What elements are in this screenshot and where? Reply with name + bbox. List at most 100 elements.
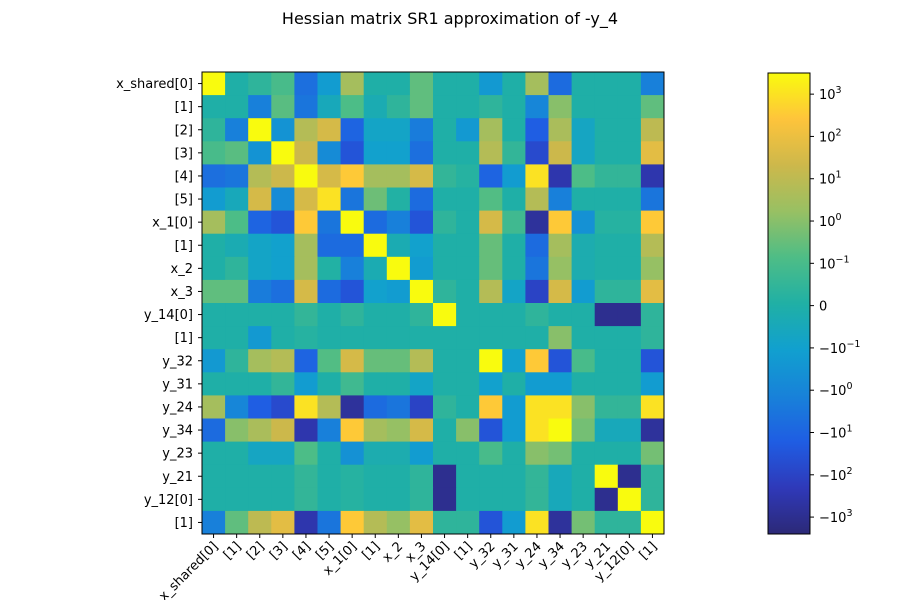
heatmap-cell <box>640 303 665 327</box>
heatmap-cell <box>340 95 365 119</box>
row-label: y_14[0] <box>144 308 193 323</box>
heatmap-cell <box>548 395 572 419</box>
heatmap-cell <box>525 510 549 535</box>
heatmap-cell <box>271 510 295 535</box>
heatmap-cell <box>502 487 526 512</box>
heatmap-cell <box>386 464 411 489</box>
heatmap-cell <box>548 233 572 258</box>
heatmap-cell <box>271 118 295 142</box>
heatmap-cell <box>225 164 249 188</box>
heatmap-cell <box>386 72 411 96</box>
heatmap-cell <box>548 464 572 489</box>
heatmap-cell <box>248 210 272 235</box>
colorbar-tick-label: 10−1 <box>819 254 850 272</box>
heatmap-cell <box>317 372 341 396</box>
heatmap-cell <box>594 118 619 142</box>
heatmap-cell <box>340 464 365 489</box>
heatmap-cell <box>456 441 480 466</box>
heatmap-cells <box>202 72 665 535</box>
heatmap-cell <box>294 441 318 466</box>
heatmap-cell <box>248 118 272 142</box>
row-label: y_21 <box>162 470 193 485</box>
heatmap-cell <box>640 95 665 119</box>
heatmap-cell <box>456 372 480 396</box>
heatmap-cell <box>525 487 549 512</box>
heatmap-cell <box>640 441 665 466</box>
heatmap-cell <box>456 187 480 211</box>
heatmap-cell <box>363 372 388 396</box>
heatmap-cell <box>386 279 411 304</box>
heatmap-cell <box>617 164 642 188</box>
heatmap-cell <box>248 372 272 396</box>
heatmap-cell <box>409 118 434 142</box>
heatmap-cell <box>617 118 642 142</box>
heatmap-cell <box>409 187 434 211</box>
heatmap-cell <box>571 303 596 327</box>
chart-title: Hessian matrix SR1 approximation of -y_4 <box>281 9 619 28</box>
heatmap-cell <box>248 303 272 327</box>
colorbar-tick-label: 101 <box>819 170 842 188</box>
heatmap-cell <box>317 95 341 119</box>
heatmap-cell <box>617 395 642 419</box>
heatmap-cell <box>548 279 572 304</box>
heatmap-cell <box>548 441 572 466</box>
heatmap-cell <box>525 441 549 466</box>
heatmap-cell <box>386 326 411 350</box>
heatmap-cell <box>433 187 457 211</box>
heatmap-cell <box>409 279 434 304</box>
heatmap-cell <box>340 395 365 419</box>
heatmap-cell <box>294 141 318 165</box>
heatmap-cell <box>456 487 480 512</box>
heatmap-cell <box>202 441 226 466</box>
heatmap-cell <box>202 141 226 165</box>
heatmap-cell <box>456 118 480 142</box>
heatmap-cell <box>479 326 503 350</box>
heatmap-cell <box>363 349 388 373</box>
heatmap-cell <box>640 256 665 281</box>
heatmap-cell <box>225 279 249 304</box>
heatmap-cell <box>248 326 272 350</box>
heatmap-cell <box>456 395 480 419</box>
heatmap-cell <box>571 418 596 442</box>
heatmap-cell <box>571 256 596 281</box>
heatmap-cell <box>479 510 503 535</box>
heatmap-cell <box>617 326 642 350</box>
heatmap-cell <box>317 326 341 350</box>
heatmap-cell <box>363 395 388 419</box>
heatmap-cell <box>248 164 272 188</box>
heatmap-cell <box>640 487 665 512</box>
heatmap-cell <box>548 303 572 327</box>
heatmap-cell <box>271 164 295 188</box>
heatmap-cell <box>340 418 365 442</box>
heatmap-cell <box>548 118 572 142</box>
heatmap-cell <box>571 279 596 304</box>
heatmap-cell <box>594 164 619 188</box>
heatmap-cell <box>386 233 411 258</box>
heatmap-cell <box>433 395 457 419</box>
heatmap-cell <box>340 487 365 512</box>
heatmap-cell <box>340 326 365 350</box>
heatmap-cell <box>548 210 572 235</box>
heatmap-cell <box>317 187 341 211</box>
heatmap-cell <box>363 279 388 304</box>
heatmap-cell <box>294 487 318 512</box>
heatmap-cell <box>202 164 226 188</box>
heatmap-cell <box>525 72 549 96</box>
heatmap-cell <box>317 349 341 373</box>
heatmap-cell <box>340 141 365 165</box>
row-label: [2] <box>175 123 193 138</box>
heatmap-cell <box>525 187 549 211</box>
heatmap-cell <box>456 510 480 535</box>
heatmap-cell <box>340 279 365 304</box>
heatmap-cell <box>225 118 249 142</box>
heatmap-cell <box>225 233 249 258</box>
heatmap-cell <box>571 233 596 258</box>
heatmap-cell <box>433 164 457 188</box>
heatmap-cell <box>317 441 341 466</box>
colorbar-tick-label: −103 <box>819 508 852 526</box>
heatmap-cell <box>640 72 665 96</box>
heatmap-cell <box>479 279 503 304</box>
heatmap-cell <box>456 95 480 119</box>
heatmap-cell <box>363 95 388 119</box>
